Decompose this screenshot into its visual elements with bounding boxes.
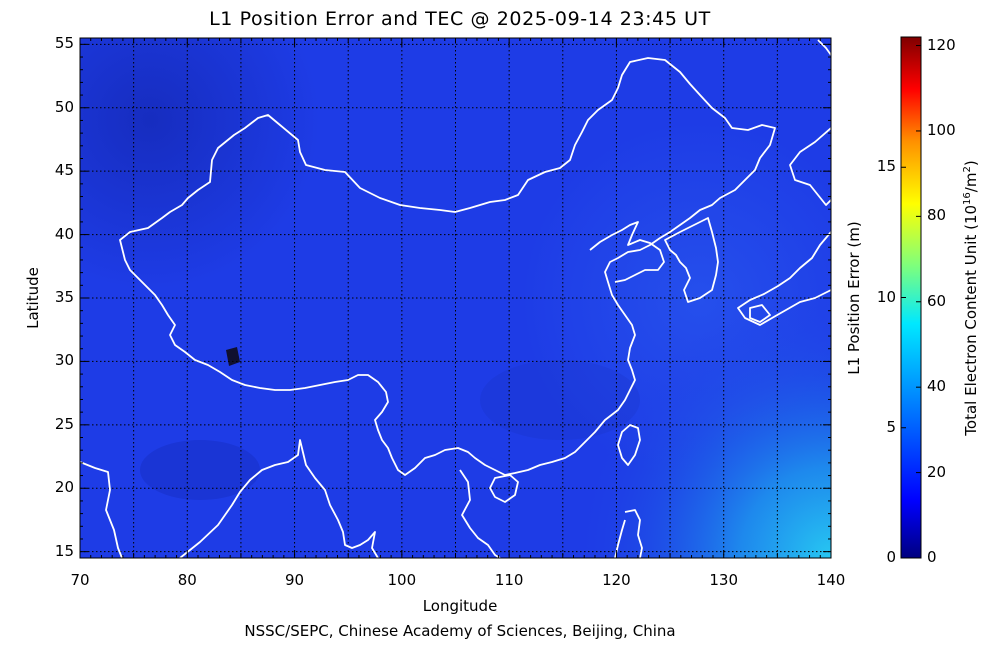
x-axis-label: Longitude — [422, 597, 498, 615]
lon-tick-label: 90 — [285, 571, 305, 589]
error-tick-label: 10 — [876, 287, 896, 306]
tec-tick-label: 40 — [927, 377, 947, 396]
axis-ticks — [79, 38, 832, 558]
taiwan-island — [617, 424, 641, 466]
indochina-coast — [459, 469, 501, 558]
lat-tick-label: 50 — [54, 97, 74, 116]
figure-title: L1 Position Error and TEC @ 2025-09-14 2… — [209, 8, 711, 30]
lon-tick-label: 120 — [602, 571, 631, 589]
lon-tick-label: 130 — [709, 571, 739, 589]
error-tick-label: 0 — [886, 548, 896, 566]
lon-tick-label: 100 — [387, 571, 417, 589]
tec-label: Total Electron Content Unit (1016/m2) — [962, 160, 980, 436]
credit-line: NSSC/SEPC, Chinese Academy of Sciences, … — [244, 622, 676, 640]
lat-tick-label: 25 — [54, 414, 74, 433]
hainan-island — [489, 474, 519, 503]
lon-tick-label: 140 — [816, 571, 846, 589]
lat-tick-label: 20 — [54, 478, 74, 497]
lat-tick-label: 15 — [54, 541, 74, 560]
sakhalin-coast — [817, 39, 831, 56]
lat-tick-label: 55 — [54, 34, 74, 53]
lat-tick-label: 30 — [54, 351, 74, 370]
lon-tick-label: 80 — [177, 571, 197, 589]
error-tick-label: 5 — [886, 417, 896, 436]
tec-tick-label: 100 — [927, 120, 956, 139]
position-error-label: L1 Position Error (m) — [845, 221, 863, 375]
china-border-outline — [119, 57, 776, 476]
tec-tick-label: 80 — [927, 206, 947, 225]
tec-tick-label: 60 — [927, 291, 947, 310]
lon-tick-label: 110 — [494, 571, 524, 589]
japan-islands — [737, 127, 831, 326]
lon-tick-label: 70 — [70, 571, 90, 589]
lat-tick-label: 35 — [54, 288, 74, 306]
error-tick-label: 15 — [876, 157, 896, 176]
tec-tick-label: 0 — [927, 548, 937, 566]
south-asia-coast — [80, 439, 379, 558]
tec-tick-label: 20 — [927, 462, 947, 481]
korea-peninsula — [664, 217, 719, 303]
tec-tick-label: 120 — [927, 35, 956, 54]
lat-tick-label: 45 — [54, 161, 74, 180]
bohai-coast — [589, 221, 665, 283]
map-grid — [80, 38, 831, 558]
lat-tick-label: 40 — [54, 224, 74, 243]
